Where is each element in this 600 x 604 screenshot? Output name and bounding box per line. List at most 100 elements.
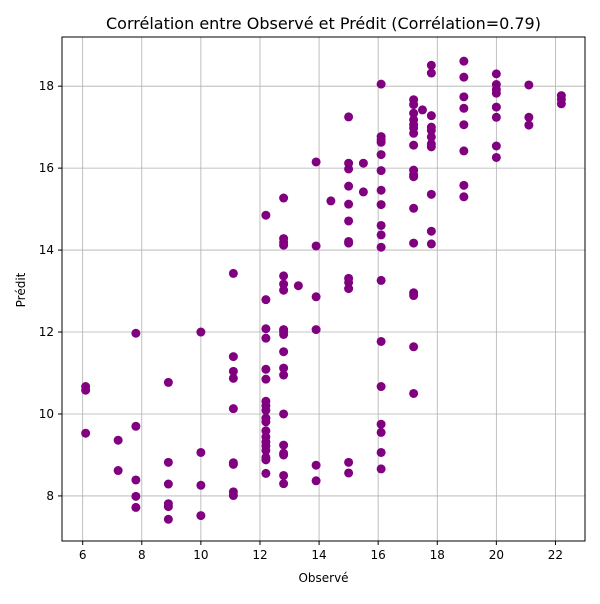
data-point	[491, 112, 501, 122]
data-point	[524, 112, 534, 122]
data-point	[261, 210, 271, 220]
data-point	[113, 435, 123, 445]
data-point	[344, 457, 354, 467]
data-point	[311, 460, 321, 470]
data-point	[409, 100, 419, 110]
x-tick-label: 12	[252, 548, 267, 562]
data-point	[409, 108, 419, 118]
data-point	[261, 333, 271, 343]
data-point	[376, 137, 386, 147]
data-point	[261, 295, 271, 305]
data-point	[524, 80, 534, 90]
data-point	[261, 405, 271, 415]
x-tick-label: 14	[311, 548, 326, 562]
data-point	[228, 268, 238, 278]
x-axis-label: Observé	[298, 571, 348, 585]
data-point	[409, 128, 419, 138]
data-point	[228, 459, 238, 469]
data-point	[376, 427, 386, 437]
data-point	[459, 146, 469, 156]
data-point	[131, 421, 141, 431]
data-point	[261, 445, 271, 455]
data-point	[261, 364, 271, 374]
data-point	[491, 69, 501, 79]
chart-title: Corrélation entre Observé et Prédit (Cor…	[106, 14, 541, 33]
data-point	[279, 347, 289, 357]
data-point	[228, 352, 238, 362]
data-point	[376, 220, 386, 230]
data-point	[344, 238, 354, 248]
data-point	[376, 166, 386, 176]
data-point	[326, 196, 336, 206]
data-point	[426, 226, 436, 236]
data-point	[261, 468, 271, 478]
data-points	[81, 56, 566, 524]
data-point	[344, 216, 354, 226]
data-point	[344, 284, 354, 294]
data-point	[113, 466, 123, 476]
data-point	[196, 511, 206, 521]
data-point	[279, 409, 289, 419]
data-point	[196, 480, 206, 490]
data-point	[344, 181, 354, 191]
data-point	[81, 428, 91, 438]
data-point	[279, 285, 289, 295]
data-point	[459, 180, 469, 190]
data-point	[261, 374, 271, 384]
data-point	[163, 502, 173, 512]
data-point	[376, 464, 386, 474]
data-point	[311, 476, 321, 486]
data-point	[409, 203, 419, 213]
data-point	[81, 385, 91, 395]
data-point	[376, 242, 386, 252]
data-point	[409, 342, 419, 352]
data-point	[491, 152, 501, 162]
data-point	[163, 457, 173, 467]
data-point	[358, 158, 368, 168]
data-point	[426, 142, 436, 152]
data-point	[279, 240, 289, 250]
x-tick-label: 6	[79, 548, 87, 562]
y-tick-label: 18	[39, 79, 54, 93]
data-point	[376, 230, 386, 240]
data-point	[344, 112, 354, 122]
data-point	[344, 199, 354, 209]
data-point	[459, 56, 469, 66]
data-point	[376, 447, 386, 457]
data-point	[131, 475, 141, 485]
data-point	[279, 470, 289, 480]
data-point	[426, 132, 436, 142]
data-point	[376, 382, 386, 392]
data-point	[358, 187, 368, 197]
data-point	[426, 189, 436, 199]
axes: 6 8 10 12 14 16 18 20 22 8 10 12 14 16 18	[39, 36, 586, 562]
data-point	[376, 150, 386, 160]
y-tick-label: 16	[39, 161, 54, 175]
y-tick-label: 12	[39, 325, 54, 339]
data-point	[426, 68, 436, 78]
x-tick-label: 18	[430, 548, 445, 562]
data-point	[261, 324, 271, 334]
data-point	[311, 292, 321, 302]
data-point	[311, 157, 321, 167]
data-point	[459, 192, 469, 202]
data-point	[228, 404, 238, 414]
data-point	[261, 417, 271, 427]
data-point	[376, 336, 386, 346]
data-point	[426, 125, 436, 135]
x-tick-label: 16	[371, 548, 386, 562]
plot-frame	[61, 36, 586, 542]
data-point	[376, 79, 386, 89]
data-point	[279, 271, 289, 281]
y-tick-label: 8	[46, 489, 54, 503]
data-point	[279, 329, 289, 339]
data-point	[196, 327, 206, 337]
data-point	[279, 450, 289, 460]
data-point	[131, 328, 141, 338]
data-point	[409, 140, 419, 150]
data-point	[459, 92, 469, 102]
data-point	[426, 239, 436, 249]
